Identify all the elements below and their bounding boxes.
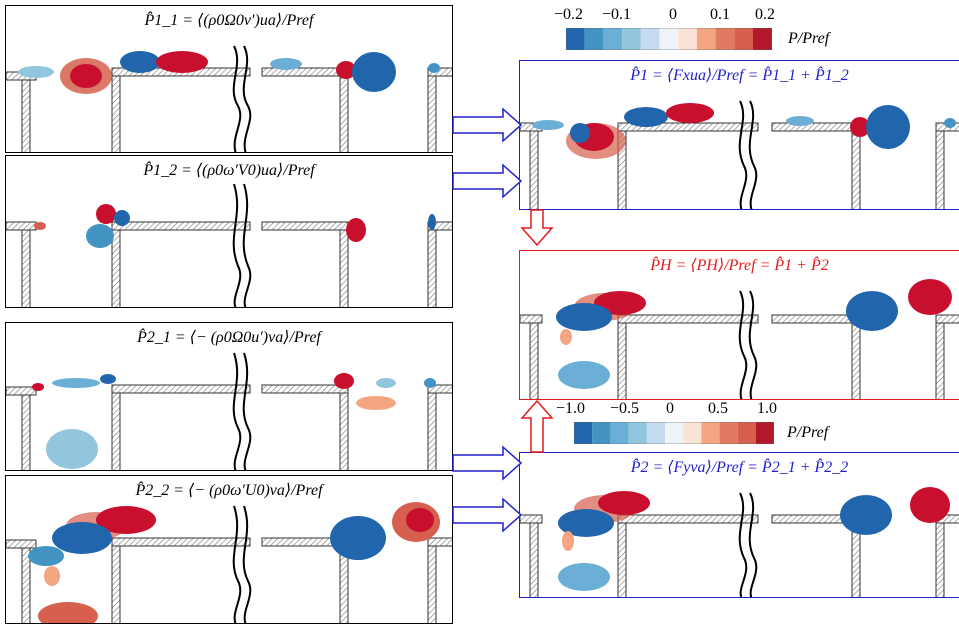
colorbar-tick: −0.1 bbox=[602, 6, 632, 23]
colorbar-top: −0.2 −0.1 0 0.1 0.2 P/Pref bbox=[554, 6, 830, 58]
panel-title: P̂2_2 = ⟨− (ρ0ω′U0)va⟩/Pref bbox=[135, 482, 323, 499]
vortex-blobs bbox=[556, 279, 952, 389]
panel-p2-2: P̂2_2 = ⟨− (ρ0ω′U0)va⟩/Pref bbox=[5, 475, 453, 624]
vortex-blobs bbox=[18, 51, 440, 94]
vortex-blobs bbox=[34, 204, 436, 248]
panel-title: P̂1_1 = ⟨(ρ0Ω0v′)ua⟩/Pref bbox=[144, 12, 314, 29]
contour-field-ph bbox=[520, 279, 959, 399]
colorbar-label: P/Pref bbox=[787, 424, 829, 441]
panel-p1-1: P̂1_1 = ⟨(ρ0Ω0v′)ua⟩/Pref bbox=[5, 5, 453, 153]
colorbar-tick: 0.5 bbox=[708, 400, 728, 417]
panel-title: P̂2 = ⟨Fyva⟩/Pref = P̂2_1 + P̂2_2 bbox=[630, 459, 849, 476]
colorbar-swatches bbox=[574, 422, 774, 444]
panel-p1-2: P̂1_2 = ⟨(ρ0ω′V0)ua⟩/Pref bbox=[5, 155, 453, 308]
panel-p2-1: P̂2_1 = ⟨− (ρ0Ω0u′)va⟩/Pref bbox=[5, 322, 453, 471]
colorbar-tick: 0 bbox=[666, 400, 674, 417]
colorbar-tick: −0.2 bbox=[554, 6, 584, 23]
arrow-p1-1-to-p1 bbox=[452, 108, 522, 142]
colorbar-tick: 0.1 bbox=[710, 6, 730, 23]
panel-title: P̂1 = ⟨Fxua⟩/Pref = P̂1_1 + P̂1_2 bbox=[630, 67, 849, 84]
arrow-p1-2-to-p1 bbox=[452, 164, 522, 198]
contour-field-p2 bbox=[520, 487, 959, 597]
colorbar-tick: −1.0 bbox=[556, 400, 586, 417]
arrow-p2-1-to-p2 bbox=[452, 446, 522, 480]
contour-field-p1 bbox=[520, 100, 959, 209]
contour-field-p1-1 bbox=[6, 45, 452, 152]
colorbar-tick: −0.5 bbox=[610, 400, 640, 417]
arrow-p1-to-ph bbox=[520, 209, 554, 247]
colorbar-tick: 0.2 bbox=[755, 6, 775, 23]
panel-title: P̂2_1 = ⟨− (ρ0Ω0u′)va⟩/Pref bbox=[137, 329, 321, 346]
colorbar-tick: 0 bbox=[669, 6, 677, 23]
panel-title: P̂1_2 = ⟨(ρ0ω′V0)ua⟩/Pref bbox=[143, 162, 315, 179]
colorbar-bottom: −1.0 −0.5 0 0.5 1.0 P/Pref bbox=[556, 400, 864, 450]
arrow-p2-2-to-p2 bbox=[452, 498, 522, 532]
arrow-p2-to-ph bbox=[520, 399, 554, 453]
panel-p1: P̂1 = ⟨Fxua⟩/Pref = P̂1_1 + P̂1_2 bbox=[519, 60, 959, 210]
panel-title: P̂H = ⟨PH⟩/Pref = P̂1 + P̂2 bbox=[650, 257, 829, 274]
contour-field-p2-2 bbox=[6, 502, 452, 623]
vortex-blobs bbox=[32, 373, 436, 469]
panel-p2: P̂2 = ⟨Fyva⟩/Pref = P̂2_1 + P̂2_2 bbox=[519, 452, 959, 598]
colorbar-tick: 1.0 bbox=[757, 400, 777, 417]
colorbar-swatches bbox=[566, 28, 772, 50]
vortex-blobs bbox=[28, 502, 440, 623]
vortex-blobs bbox=[532, 103, 956, 159]
contour-field-p2-1 bbox=[6, 352, 452, 470]
panel-ph: P̂H = ⟨PH⟩/Pref = P̂1 + P̂2 bbox=[519, 250, 959, 400]
contour-field-p1-2 bbox=[6, 183, 452, 307]
vortex-blobs bbox=[558, 487, 950, 591]
colorbar-label: P/Pref bbox=[788, 30, 830, 47]
